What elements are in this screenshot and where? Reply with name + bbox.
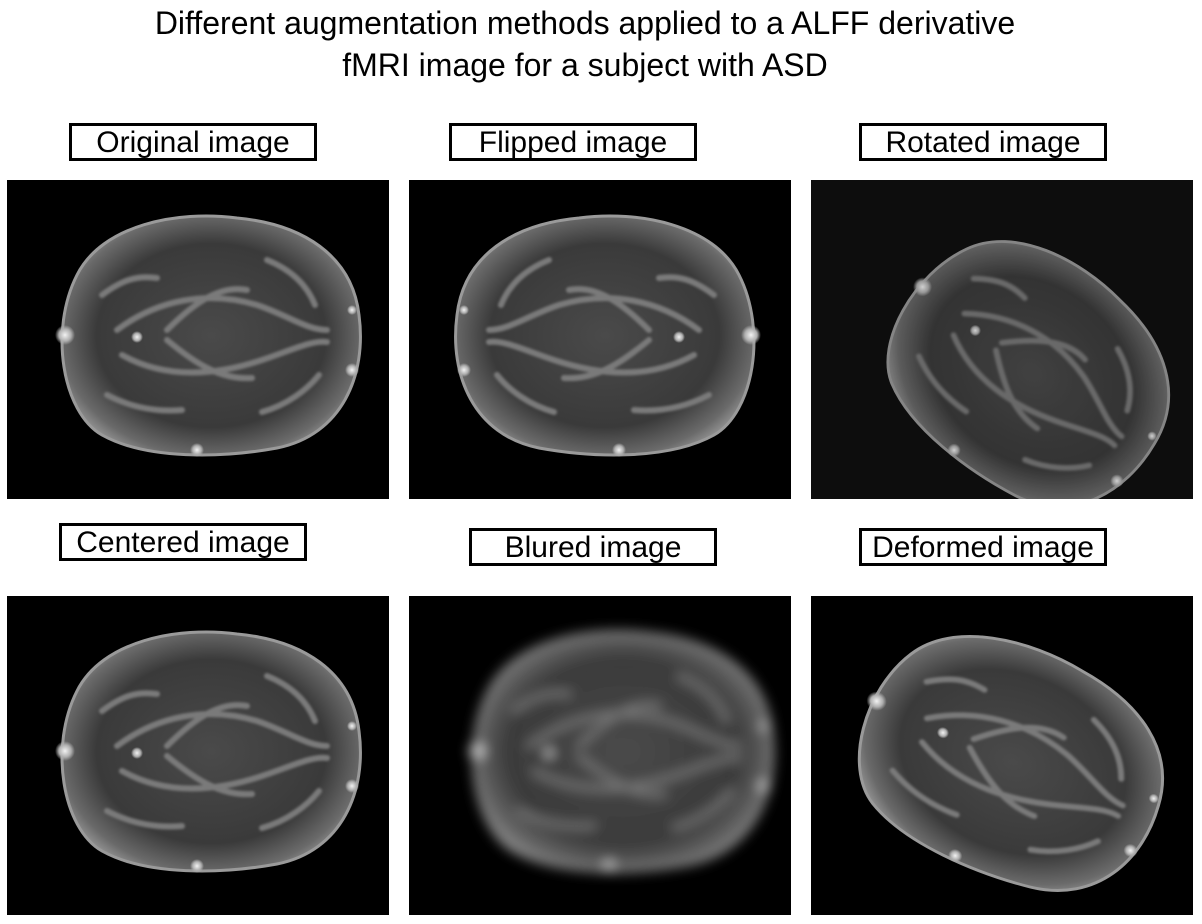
blured-image-panel — [409, 596, 791, 915]
centered-image-panel — [7, 596, 389, 915]
brain-scan-centered — [55, 632, 360, 873]
original-image-panel — [7, 180, 389, 499]
label-centered-image: Centered image — [59, 523, 307, 561]
brain-scan-flipped — [456, 216, 761, 457]
brain-scan-original — [55, 216, 360, 457]
label-original-image: Original image — [69, 123, 317, 161]
brain-scan-blured — [467, 632, 772, 873]
flipped-image-panel — [409, 180, 791, 499]
deformed-image-panel — [811, 596, 1193, 915]
label-blured-image: Blured image — [469, 528, 717, 566]
figure-title-line2: fMRI image for a subject with ASD — [342, 47, 828, 83]
figure-title-line1: Different augmentation methods applied t… — [154, 5, 1016, 41]
label-rotated-image: Rotated image — [859, 123, 1107, 161]
rotated-image-panel — [811, 180, 1193, 499]
label-deformed-image: Deformed image — [859, 528, 1107, 566]
label-flipped-image: Flipped image — [449, 123, 697, 161]
